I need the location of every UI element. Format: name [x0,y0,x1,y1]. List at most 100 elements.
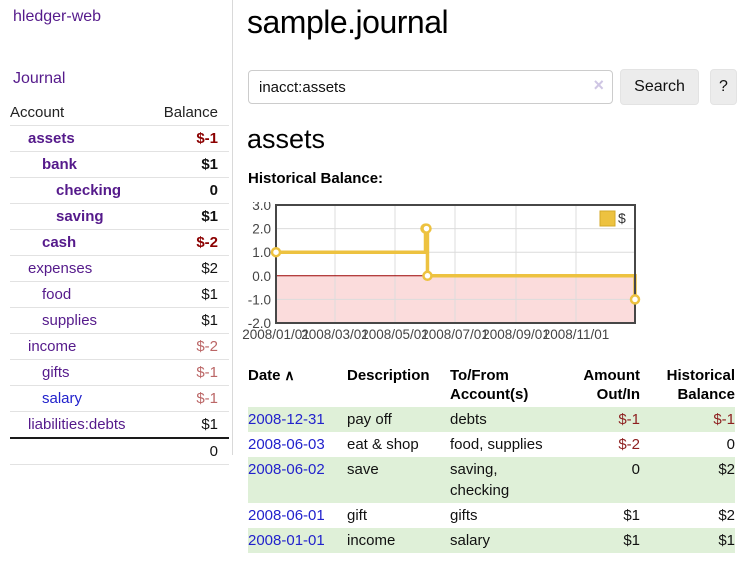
sidebar-account-row: liabilities:debts $1 [10,412,229,438]
sidebar-account-link[interactable]: checking [56,182,122,199]
register-balance: $2 [718,507,735,524]
sidebar-account-row: expenses $2 [10,256,229,282]
accounts-table: Account Balance assets $-1 bank $1 checking 0… [10,100,229,465]
chart-marker [421,223,432,234]
register-description: income [347,532,396,549]
register-balance: 0 [726,436,735,453]
sidebar-account-balance: $1 [201,208,218,225]
register-description: pay off [347,411,392,428]
sidebar-account-link[interactable]: salary [42,390,83,407]
register-header-row: Date ∧ Description To/From Account(s) Amoun… [248,363,735,407]
sidebar-account-row: assets $-1 [10,126,229,152]
sidebar-account-row: gifts $-1 [10,360,229,386]
register-accounts: salary [450,532,491,549]
sidebar-account-row: salary $-1 [10,386,229,412]
register-row: 2008-12-31 pay off debts $-1 $-1 [248,407,735,432]
register-amount: 0 [631,461,640,478]
sidebar-account-link[interactable]: expenses [28,260,93,277]
legend-label: $ [618,210,626,226]
sidebar-account-link[interactable]: gifts [42,364,70,381]
sidebar-account-balance: $1 [201,286,218,303]
register-accounts: debts [450,411,487,428]
register-header: To/From Account(s) [450,367,529,403]
x-tick-label: 2008/05/01 [361,327,429,342]
chart-title: Historical Balance: [248,170,384,187]
register-balance: $1 [718,532,735,549]
sidebar-account-row: income $-2 [10,334,229,360]
y-tick-label: -1.0 [248,292,271,307]
x-tick-label: 2008/01/01 [242,327,310,342]
register-amount: $-2 [618,436,640,453]
register-amount: $-1 [618,411,640,428]
register-row: 2008-06-01 gift gifts $1 $2 [248,503,735,528]
accounts-header-row: Account Balance [10,100,229,126]
accounts-total-balance: 0 [209,443,218,460]
sidebar-account-balance: $-1 [196,390,218,407]
sidebar-account-link[interactable]: cash [42,234,77,251]
register-accounts: food, supplies [450,436,543,453]
transaction-date-link[interactable]: 2008-12-31 [248,411,325,428]
sidebar-account-balance: $-1 [196,130,218,147]
sidebar-account-row: supplies $1 [10,308,229,334]
x-tick-label: 2008/11/01 [543,327,610,342]
register-header: Historical Balance [666,367,735,403]
help-button[interactable]: ? [710,69,737,105]
sidebar-account-link[interactable]: supplies [42,312,98,329]
register-row: 2008-06-02 save saving, checking 0 $2 [248,457,735,503]
sidebar-account-balance: $-1 [196,364,218,381]
accounts-total-row: 0 [10,438,229,465]
clear-search-icon[interactable]: × [593,75,604,95]
register-header-date[interactable]: Date ∧ [248,367,295,384]
sidebar-account-balance: 0 [209,182,218,199]
sidebar-account-row: checking 0 [10,178,229,204]
transaction-date-link[interactable]: 2008-06-03 [248,436,325,453]
chart-marker [270,246,282,258]
x-tick-label: 2008/07/01 [421,327,489,342]
balance-chart: $3.0 2.0 1.0 0.0 -1.0 -2.0 2008/01/01 2008/03/0… [240,198,742,344]
sidebar-account-balance: $1 [201,416,218,433]
x-tick-label: 2008/03/01 [301,327,369,342]
sidebar-account-row: cash $-2 [10,230,229,256]
register-description: gift [347,507,368,524]
x-tick-label: 2008/09/01 [482,327,550,342]
page-title: sample.journal [247,4,449,40]
register-header: Amount Out/In [583,367,640,403]
y-tick-label: 2.0 [252,222,271,237]
sidebar-account-link[interactable]: food [42,286,72,303]
sidebar-account-link[interactable]: liabilities:debts [28,416,126,433]
sidebar-account-link[interactable]: bank [42,156,78,173]
transaction-date-link[interactable]: 2008-06-01 [248,507,325,524]
search-button[interactable]: Search [620,69,699,105]
transaction-date-link[interactable]: 2008-06-02 [248,461,325,478]
register-table: Date ∧ Description To/From Account(s) Amoun… [248,363,735,553]
transaction-date-link[interactable]: 2008-01-01 [248,532,325,549]
register-row: 2008-06-03 eat & shop food, supplies $-2 0 [248,432,735,457]
search-input[interactable] [248,70,613,104]
sidebar-account-balance: $1 [201,156,218,173]
register-header: Description [347,367,430,384]
sidebar-account-row: saving $1 [10,204,229,230]
sidebar-account-link[interactable]: assets [28,130,75,147]
y-tick-label: 3.0 [252,202,271,213]
register-description: eat & shop [347,436,419,453]
sidebar-account-row: food $1 [10,282,229,308]
sidebar-account-balance: $-2 [196,234,218,251]
register-description: save [347,461,379,478]
app-title-link[interactable]: hledger-web [13,8,102,25]
register-body: 2008-12-31 pay off debts $-1 $-1 2008-06-03 ea… [248,407,735,553]
register-amount: $1 [623,507,640,524]
register-balance: $-1 [713,411,735,428]
register-accounts: gifts [450,507,478,524]
sidebar: hledger-web Journal Account Balance asse… [0,0,233,465]
sort-ascending-icon: ∧ [280,367,295,383]
chart-marker [422,270,433,282]
sidebar-account-link[interactable]: income [28,338,77,355]
sidebar-account-row: bank $1 [10,152,229,178]
sidebar-item-journal[interactable]: Journal [13,70,66,87]
register-row: 2008-01-01 income salary $1 $1 [248,528,735,553]
register-accounts: saving, checking [450,461,510,499]
sidebar-account-link[interactable]: saving [56,208,104,225]
sidebar-account-balance: $1 [201,312,218,329]
accounts-body: assets $-1 bank $1 checking 0 saving $1 cash $-2 e… [10,126,229,438]
